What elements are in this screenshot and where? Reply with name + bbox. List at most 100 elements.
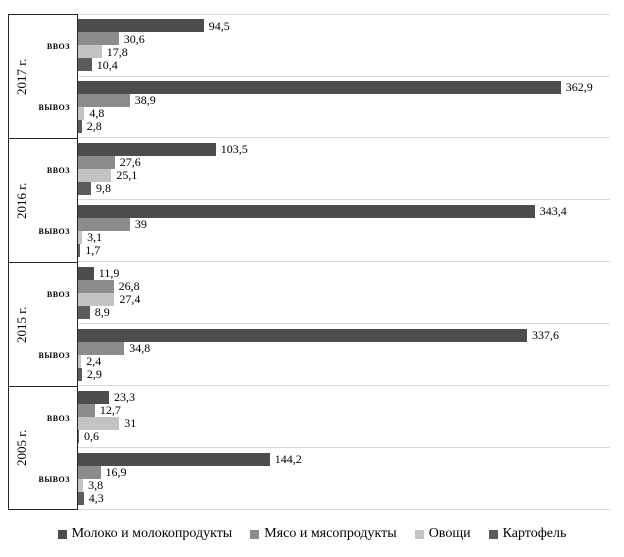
bar-value-label: 16,9 (105, 465, 127, 479)
legend-swatch (414, 529, 424, 539)
bar-value-label: 4,3 (88, 491, 104, 505)
bar-row: 103,5 (78, 142, 610, 156)
bar-value-label: 362,9 (565, 80, 593, 95)
plot-column: 94,5 30,6 17,8 10,4 362,9 38,9 4,8 2,8 (78, 14, 610, 138)
bar-chart: 2017 г. ввоз вывоз 94,5 30,6 17,8 10,4 362,9 38,… (0, 14, 624, 542)
bar-2 (78, 32, 119, 46)
bar-value-label: 25,1 (116, 168, 138, 182)
bar-row: 16,9 (78, 465, 610, 479)
legend-item: Овощи (414, 526, 471, 542)
bar-2 (78, 403, 95, 417)
bar-value-label: 4,8 (89, 106, 105, 121)
year-label: 2005 г. (14, 429, 29, 467)
bar-3 (78, 416, 120, 430)
bar-1 (78, 452, 270, 466)
subcategory-labels: ввоз вывоз (31, 387, 70, 509)
year-group: 2015 г. ввоз вывоз 11,9 26,8 27,4 8,9 337,6 34,8… (8, 262, 624, 386)
bar-3 (78, 168, 112, 182)
bar-value-label: 2,9 (86, 367, 102, 381)
bar-value-label: 343,4 (539, 204, 567, 218)
bar-value-label: 9,8 (96, 181, 111, 195)
subcategory-label: ввоз (46, 39, 70, 52)
bar-row: 2,4 (78, 354, 610, 368)
bar-3 (78, 354, 82, 368)
legend-item: Мясо и мясопродукты (250, 526, 397, 542)
bar-2 (78, 279, 114, 293)
bar-value-label: 144,2 (274, 452, 302, 466)
bar-value-label: 38,9 (134, 93, 156, 108)
legend: Молоко и молокопродукты Мясо и мясопродук… (0, 526, 624, 542)
bar-row: 34,8 (78, 341, 610, 355)
bar-4 (78, 58, 92, 72)
subcategory-label: ввоз (46, 411, 70, 424)
bar-row: 27,4 (78, 292, 610, 306)
subcategory-label: ввоз (46, 163, 70, 176)
bar-4 (78, 243, 81, 257)
bar-value-label: 31 (124, 416, 137, 430)
category-cell: 362,9 38,9 4,8 2,8 (78, 77, 610, 138)
subcategory-label: вывоз (38, 472, 70, 485)
category-cell: 144,2 16,9 3,8 4,3 (78, 448, 610, 510)
bar-2 (78, 155, 115, 169)
bar-value-label: 8,9 (94, 305, 110, 319)
legend-item: Картофель (488, 526, 567, 542)
year-group: 2016 г. ввоз вывоз 103,5 27,6 25,1 9,8 343,4 39 3… (8, 138, 624, 262)
bar-1 (78, 204, 535, 218)
bar-row: 3,1 (78, 230, 610, 244)
bar-3 (78, 230, 83, 244)
bar-row: 1,7 (78, 243, 610, 257)
subcategory-labels: ввоз вывоз (31, 15, 70, 138)
legend-label: Овощи (428, 526, 471, 541)
bar-2 (78, 217, 130, 231)
plot-area: 2017 г. ввоз вывоз 94,5 30,6 17,8 10,4 362,9 38,… (0, 14, 624, 510)
bar-1 (78, 328, 527, 342)
bar-value-label: 2,8 (86, 119, 102, 134)
bar-value-label: 17,8 (106, 44, 128, 59)
bar-row: 94,5 (78, 19, 610, 33)
subcategory-label: ввоз (46, 287, 70, 300)
legend-label: Картофель (502, 526, 567, 541)
category-cell: 103,5 27,6 25,1 9,8 (78, 138, 610, 200)
legend-swatch (250, 529, 260, 539)
bar-row: 30,6 (78, 32, 610, 46)
bar-4 (78, 305, 90, 319)
year-label: 2017 г. (14, 58, 29, 95)
bar-value-label: 1,7 (85, 243, 101, 257)
bar-value-label: 10,4 (96, 57, 118, 72)
bar-row: 337,6 (78, 328, 610, 342)
bar-row: 4,8 (78, 106, 610, 121)
subcategory-label: вывоз (38, 101, 70, 114)
bar-1 (78, 266, 94, 280)
bar-row: 362,9 (78, 80, 610, 95)
subcategory-labels: ввоз вывоз (31, 263, 70, 386)
legend-label: Молоко и молокопродукты (71, 526, 233, 541)
bar-row: 0,6 (78, 429, 610, 443)
bar-row: 31 (78, 416, 610, 430)
bar-value-label: 34,8 (129, 341, 151, 355)
bar-row: 27,6 (78, 155, 610, 169)
bar-row: 144,2 (78, 452, 610, 466)
category-axis: 2016 г. ввоз вывоз (8, 138, 78, 262)
legend-swatch (57, 529, 67, 539)
bar-row: 12,7 (78, 403, 610, 417)
bar-row: 17,8 (78, 44, 610, 59)
bar-2 (78, 93, 130, 107)
bar-1 (78, 142, 216, 156)
bar-value-label: 27,4 (119, 292, 141, 306)
subcategory-label: вывоз (38, 225, 70, 238)
bar-3 (78, 106, 85, 120)
category-cell: 94,5 30,6 17,8 10,4 (78, 15, 610, 77)
bar-1 (78, 19, 204, 33)
bar-4 (78, 429, 79, 443)
bar-row: 9,8 (78, 181, 610, 195)
bar-row: 38,9 (78, 93, 610, 108)
bar-4 (78, 181, 91, 195)
plot-column: 23,3 12,7 31 0,6 144,2 16,9 3,8 4,3 (78, 386, 610, 510)
bar-row: 10,4 (78, 57, 610, 72)
bar-value-label: 2,4 (86, 354, 102, 368)
year-group: 2017 г. ввоз вывоз 94,5 30,6 17,8 10,4 362,9 38,… (8, 14, 624, 138)
bar-row: 3,8 (78, 478, 610, 492)
bar-value-label: 27,6 (119, 155, 141, 169)
category-cell: 337,6 34,8 2,4 2,9 (78, 324, 610, 386)
bar-row: 39 (78, 217, 610, 231)
